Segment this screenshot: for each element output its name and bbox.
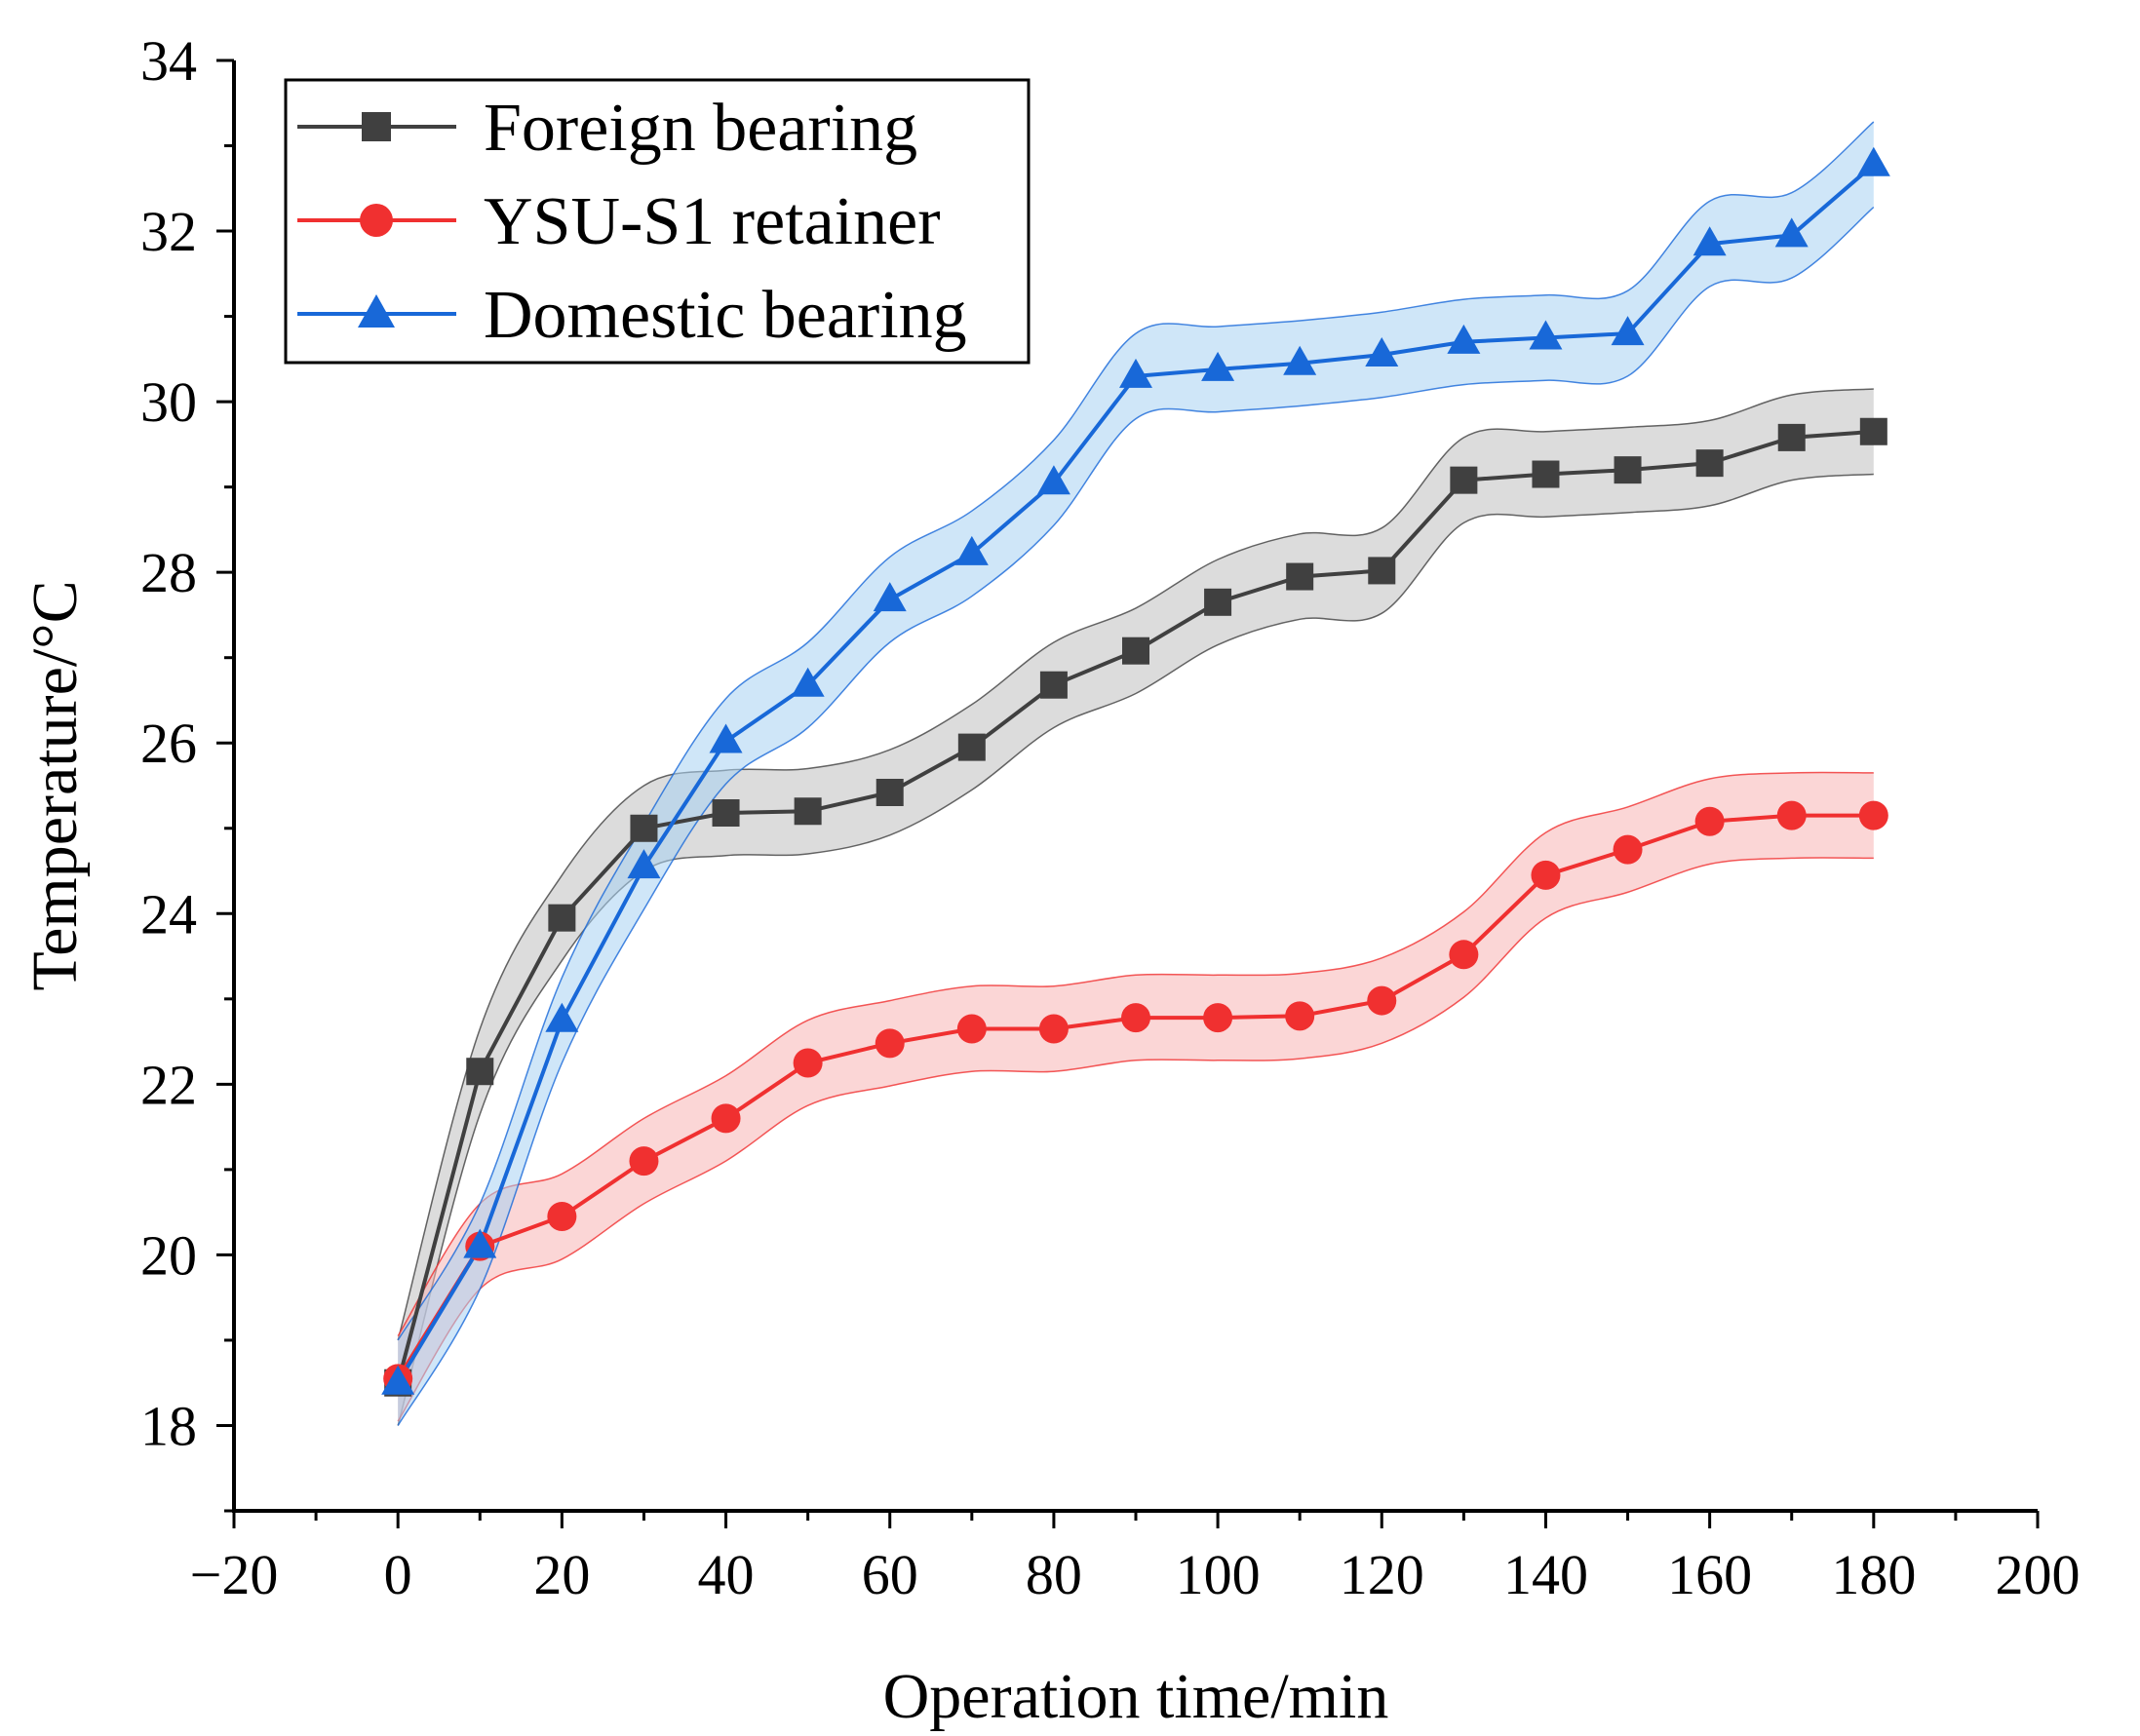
marker-foreign-bearing: [957, 733, 986, 761]
band-lower-edge-ysu-s1-retainer: [397, 857, 1874, 1422]
marker-domestic-bearing: [791, 667, 825, 697]
y-tick-label: 24: [140, 882, 197, 945]
marker-ysu-s1-retainer: [1531, 860, 1561, 890]
marker-foreign-bearing: [875, 779, 904, 807]
marker-foreign-bearing: [1695, 449, 1724, 478]
y-tick-label: 20: [140, 1223, 197, 1287]
x-tick-label: 20: [533, 1543, 590, 1606]
y-axis-title: Temperature/°C: [19, 580, 91, 990]
x-tick-label: 200: [1996, 1543, 2081, 1606]
y-tick-label: 30: [140, 370, 197, 434]
marker-domestic-bearing: [1365, 336, 1399, 366]
band-lower-edge-foreign-bearing: [397, 473, 1874, 1426]
x-tick-label: −20: [190, 1543, 279, 1606]
marker-domestic-bearing: [709, 723, 743, 753]
x-tick-label: 180: [1831, 1543, 1916, 1606]
marker-domestic-bearing: [1774, 217, 1809, 248]
marker-ysu-s1-retainer: [1203, 1003, 1233, 1033]
x-axis-title: Operation time/min: [883, 1661, 1389, 1732]
band-upper-edge-ysu-s1-retainer: [397, 771, 1874, 1336]
band-lower-edge-domestic-bearing: [397, 207, 1875, 1426]
legend-marker-foreign-bearing: [362, 112, 391, 141]
marker-foreign-bearing: [1039, 671, 1068, 699]
y-tick-label: 34: [140, 29, 197, 93]
marker-domestic-bearing: [1529, 320, 1563, 350]
marker-ysu-s1-retainer: [875, 1028, 905, 1059]
marker-foreign-bearing: [548, 904, 576, 932]
marker-ysu-s1-retainer: [629, 1146, 659, 1177]
marker-foreign-bearing: [1450, 466, 1478, 494]
legend-label-ysu-s1-retainer: YSU-S1 retainer: [484, 184, 941, 259]
band-foreign-bearing: [398, 389, 1874, 1426]
legend-marker-domestic-bearing: [358, 294, 395, 328]
marker-foreign-bearing: [794, 797, 822, 826]
marker-ysu-s1-retainer: [1367, 985, 1397, 1016]
marker-domestic-bearing: [1201, 351, 1235, 381]
y-tick-label: 28: [140, 541, 197, 604]
x-tick-label: 0: [384, 1543, 412, 1606]
marker-ysu-s1-retainer: [1285, 1001, 1315, 1031]
marker-ysu-s1-retainer: [1038, 1014, 1069, 1044]
marker-foreign-bearing: [1859, 417, 1887, 445]
marker-ysu-s1-retainer: [1776, 800, 1807, 830]
x-tick-label: 140: [1503, 1543, 1588, 1606]
marker-domestic-bearing: [545, 1002, 579, 1032]
marker-foreign-bearing: [1368, 557, 1396, 585]
band-ysu-s1-retainer: [398, 772, 1874, 1422]
marker-domestic-bearing: [1119, 358, 1152, 388]
marker-ysu-s1-retainer: [793, 1048, 823, 1078]
legend: Foreign bearing YSU-S1 retainer Domestic b…: [284, 78, 1031, 365]
marker-domestic-bearing: [1036, 465, 1070, 495]
marker-ysu-s1-retainer: [1858, 800, 1888, 830]
y-tick-label: 26: [140, 712, 197, 775]
marker-foreign-bearing: [630, 814, 658, 842]
axes: [216, 58, 2040, 1528]
marker-foreign-bearing: [466, 1058, 494, 1086]
marker-foreign-bearing: [712, 799, 740, 828]
x-tick-label: 160: [1667, 1543, 1752, 1606]
marker-domestic-bearing: [873, 582, 907, 612]
marker-foreign-bearing: [1532, 460, 1560, 488]
marker-ysu-s1-retainer: [1694, 806, 1725, 836]
x-tick-label: 120: [1340, 1543, 1424, 1606]
marker-domestic-bearing: [1283, 345, 1317, 375]
band-upper-edge-foreign-bearing: [397, 388, 1874, 1341]
marker-domestic-bearing: [1693, 226, 1727, 256]
marker-domestic-bearing: [1856, 146, 1890, 176]
marker-domestic-bearing: [954, 535, 989, 565]
marker-foreign-bearing: [1286, 562, 1314, 591]
marker-domestic-bearing: [627, 849, 661, 879]
band-upper-edge-domestic-bearing: [397, 121, 1875, 1341]
legend-label-domestic-bearing: Domestic bearing: [484, 278, 967, 353]
x-tick-label: 80: [1026, 1543, 1082, 1606]
marker-ysu-s1-retainer: [956, 1014, 987, 1044]
marker-foreign-bearing: [1614, 456, 1642, 484]
marker-domestic-bearing: [1611, 316, 1645, 346]
marker-domestic-bearing: [463, 1228, 497, 1258]
y-tick-label: 18: [140, 1394, 197, 1457]
marker-ysu-s1-retainer: [1449, 940, 1479, 970]
marker-ysu-s1-retainer: [1613, 834, 1643, 865]
marker-domestic-bearing: [1447, 324, 1481, 354]
legend-label-foreign-bearing: Foreign bearing: [484, 91, 917, 166]
marker-foreign-bearing: [1122, 637, 1149, 665]
marker-ysu-s1-retainer: [711, 1103, 741, 1134]
tick-labels: −20 0 20 40 60 80 100 120 140 160 180 200 18 20 22 24 26…: [140, 29, 2081, 1606]
marker-foreign-bearing: [1777, 423, 1806, 451]
x-tick-label: 100: [1176, 1543, 1261, 1606]
x-tick-label: 60: [862, 1543, 918, 1606]
marker-domestic-bearing: [381, 1365, 415, 1395]
legend-marker-ysu-s1-retainer: [360, 204, 393, 237]
marker-ysu-s1-retainer: [1121, 1003, 1150, 1033]
x-tick-label: 40: [698, 1543, 755, 1606]
marker-ysu-s1-retainer: [547, 1202, 577, 1232]
y-tick-label: 32: [140, 200, 197, 263]
y-tick-label: 22: [140, 1053, 197, 1116]
marker-foreign-bearing: [1204, 588, 1232, 616]
series-markers: [381, 146, 1890, 1397]
